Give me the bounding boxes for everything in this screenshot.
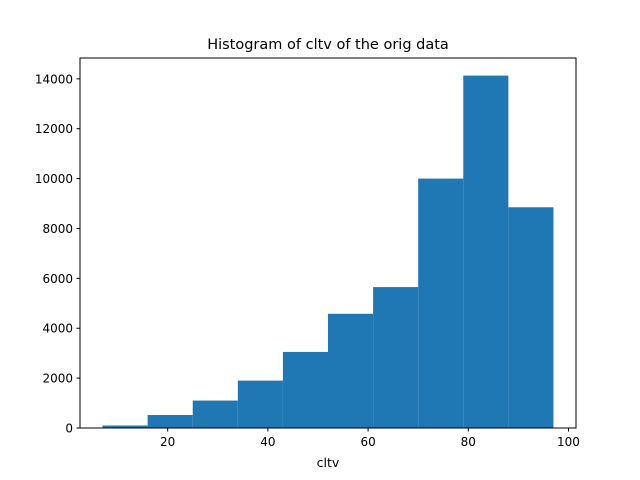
chart-title: Histogram of cltv of the orig data — [207, 37, 449, 53]
y-tick-label: 6000 — [42, 272, 73, 286]
bars-group — [102, 75, 554, 428]
histogram-bar-7 — [373, 287, 419, 428]
y-tick-label: 14000 — [35, 72, 73, 86]
x-axis: 20 40 60 80 100 — [160, 428, 580, 449]
x-tick-label: 20 — [160, 435, 175, 449]
x-tick-label: 60 — [360, 435, 375, 449]
histogram-bar-9 — [463, 75, 509, 428]
histogram-bar-4 — [237, 380, 283, 428]
y-tick-label: 0 — [65, 422, 73, 436]
y-tick-label: 4000 — [42, 322, 73, 336]
histogram-bar-6 — [328, 313, 374, 428]
histogram-bar-1 — [102, 425, 148, 428]
histogram-bar-2 — [147, 415, 193, 428]
histogram-bar-3 — [192, 400, 238, 428]
y-tick-label: 12000 — [35, 122, 73, 136]
y-tick-label: 10000 — [35, 172, 73, 186]
y-axis: 0 2000 4000 6000 8000 10000 12000 14000 — [35, 72, 80, 436]
histogram-bar-8 — [418, 178, 464, 428]
histogram-bar-10 — [508, 207, 554, 428]
x-axis-label: cltv — [317, 455, 340, 470]
histogram-bar-5 — [282, 351, 328, 428]
plot-frame — [79, 57, 577, 429]
y-tick-label: 2000 — [42, 372, 73, 386]
x-tick-label: 80 — [461, 435, 476, 449]
x-tick-label: 100 — [557, 435, 580, 449]
y-tick-label: 8000 — [42, 222, 73, 236]
x-tick-label: 40 — [260, 435, 275, 449]
